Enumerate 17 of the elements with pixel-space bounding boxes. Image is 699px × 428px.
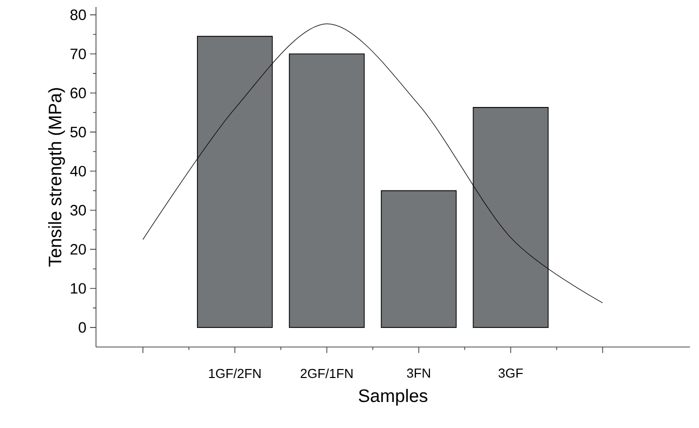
- x-axis-title: Samples: [358, 388, 428, 406]
- bar: [380, 190, 457, 328]
- y-tick-label: 80: [70, 10, 86, 20]
- y-tick-label: 10: [70, 283, 86, 294]
- y-tick-label: 30: [70, 204, 86, 216]
- y-tick-label: 70: [70, 48, 86, 60]
- y-axis-title: Tensile strength (MPa): [48, 88, 65, 267]
- y-tick-label: 60: [70, 88, 86, 98]
- y-tick-label: 0: [78, 322, 86, 333]
- x-tick-label: 3FN: [406, 368, 430, 378]
- x-tick-label: 2GF/1FN: [300, 368, 352, 378]
- x-tick-label: 3GF: [498, 368, 523, 378]
- bar: [288, 54, 365, 328]
- y-tick-label: 40: [70, 166, 86, 176]
- y-tick-label: 20: [70, 244, 86, 255]
- y-tick-label: 50: [70, 126, 86, 138]
- x-tick-label: 1GF/2FN: [209, 368, 261, 378]
